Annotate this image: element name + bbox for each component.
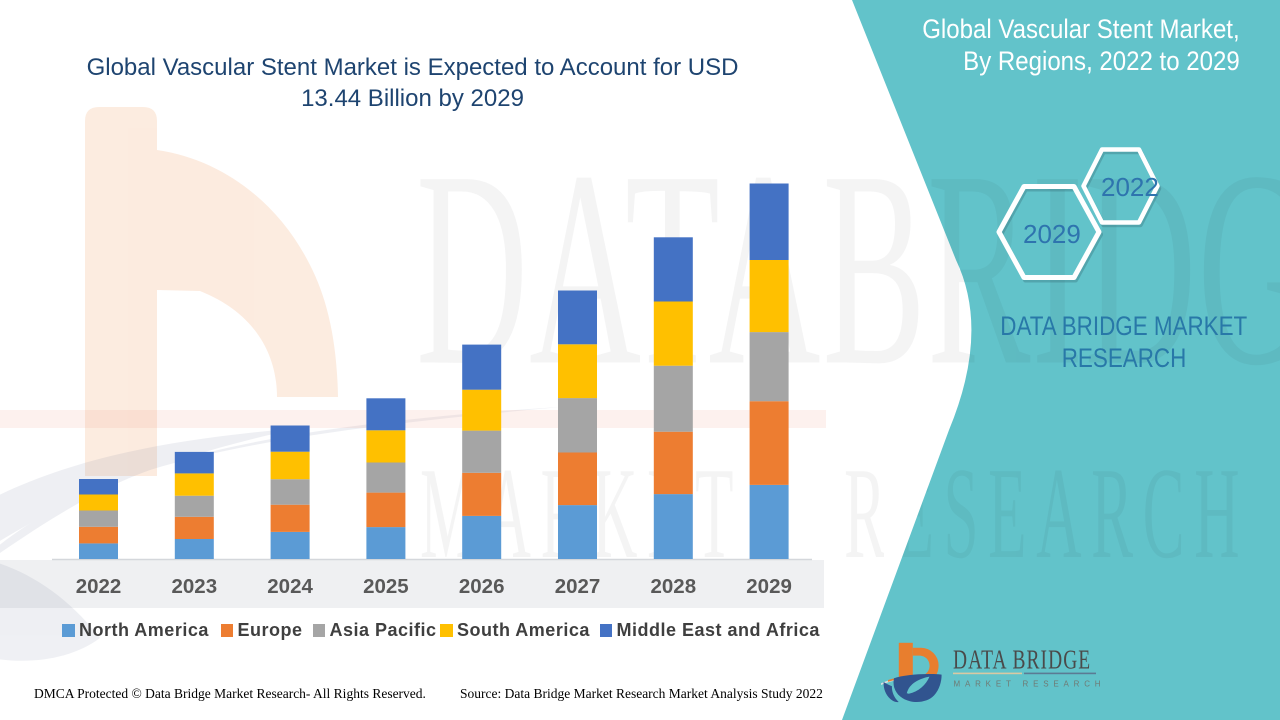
svg-text:MARKET RESEARCH: MARKET RESEARCH (954, 680, 1106, 689)
svg-text:DATA BRIDGE: DATA BRIDGE (953, 646, 1091, 676)
svg-text:2022: 2022 (1101, 172, 1159, 202)
svg-text:2029: 2029 (1023, 219, 1081, 249)
